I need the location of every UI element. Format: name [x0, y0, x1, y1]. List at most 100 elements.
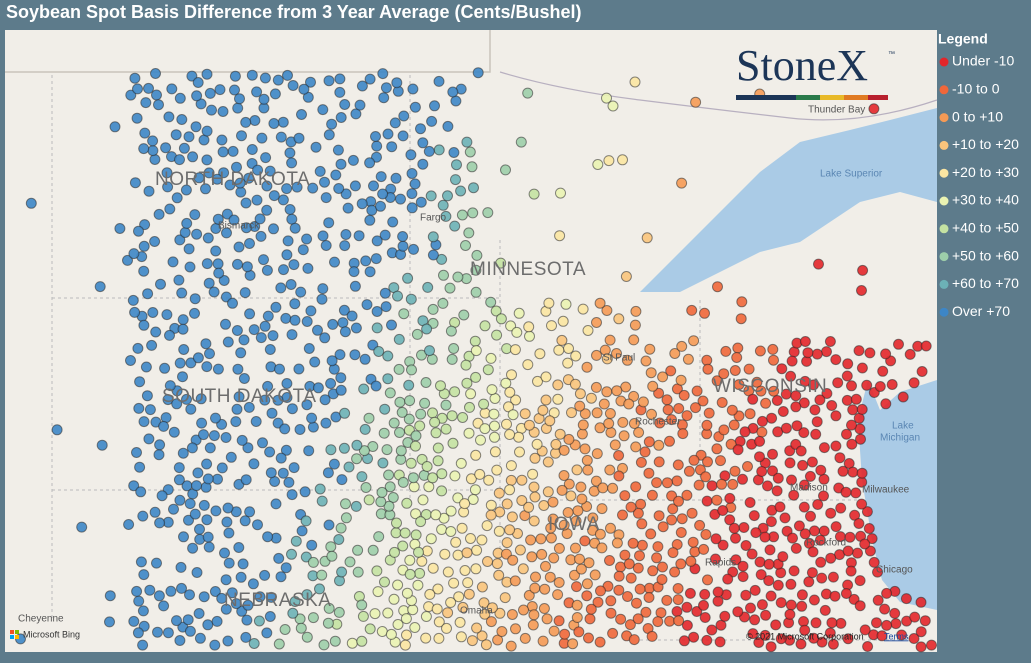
basis-point — [337, 317, 349, 329]
basis-point — [389, 117, 401, 129]
basis-point — [850, 393, 862, 405]
basis-point — [850, 487, 862, 499]
basis-point — [358, 445, 370, 457]
basis-point — [109, 121, 121, 133]
basis-point — [583, 557, 595, 569]
basis-point — [357, 610, 369, 622]
basis-point — [206, 104, 217, 116]
basis-point — [336, 566, 348, 578]
basis-point — [198, 499, 210, 511]
basis-point — [827, 638, 839, 650]
basis-point — [814, 534, 826, 546]
basis-point — [733, 379, 745, 391]
basis-point — [461, 547, 473, 559]
basis-point — [671, 606, 683, 617]
basis-point — [784, 608, 796, 620]
basis-point — [731, 352, 743, 363]
basis-point — [323, 75, 335, 87]
basis-point — [433, 616, 445, 628]
basis-point — [429, 416, 441, 428]
basis-point — [712, 595, 724, 607]
basis-point — [356, 198, 368, 210]
basis-point — [240, 197, 252, 209]
basis-point — [135, 486, 147, 498]
basis-point — [581, 578, 593, 590]
basis-point — [436, 524, 448, 535]
basis-point — [129, 177, 141, 189]
basis-point — [239, 287, 251, 299]
basis-point — [445, 597, 457, 608]
basis-point — [284, 147, 296, 159]
basis-point — [552, 589, 564, 601]
basis-point — [142, 288, 154, 300]
basis-point — [284, 204, 296, 215]
basis-point — [767, 465, 778, 477]
basis-point — [717, 505, 729, 516]
basis-point — [889, 607, 901, 619]
basis-point — [876, 630, 888, 642]
basis-point — [513, 431, 525, 443]
basis-point — [193, 608, 205, 619]
basis-point — [623, 398, 635, 410]
basis-point — [154, 439, 166, 451]
basis-point — [587, 512, 599, 524]
basis-point — [262, 531, 274, 543]
basis-point — [410, 508, 422, 520]
basis-point — [527, 468, 539, 480]
basis-point — [128, 615, 140, 627]
basis-point — [138, 319, 150, 331]
basis-point — [381, 444, 393, 456]
basis-point — [669, 348, 681, 359]
basis-point — [293, 363, 305, 375]
basis-point — [226, 587, 238, 599]
basis-point — [305, 76, 316, 88]
basis-point — [548, 625, 560, 637]
lake-label: Michigan — [880, 433, 920, 444]
basis-point — [777, 406, 789, 417]
basis-point — [807, 546, 819, 558]
basis-point — [212, 363, 224, 375]
basis-point — [861, 506, 873, 518]
basis-point — [525, 534, 537, 546]
basis-point — [371, 322, 383, 334]
basis-point — [127, 294, 139, 306]
basis-point — [613, 584, 625, 596]
basis-point — [436, 485, 448, 497]
basis-point — [248, 324, 260, 336]
basis-point — [686, 304, 698, 316]
basis-point — [611, 537, 623, 549]
basis-point — [288, 259, 300, 271]
basis-point — [824, 336, 836, 347]
basis-point — [523, 321, 535, 333]
basis-point — [847, 466, 859, 478]
basis-point — [170, 129, 182, 141]
attribution-terms[interactable]: Terms — [884, 631, 909, 641]
basis-point — [369, 608, 381, 620]
basis-point — [349, 180, 361, 192]
legend-swatch — [939, 113, 949, 123]
basis-point — [577, 419, 589, 431]
basis-point — [202, 473, 214, 485]
basis-point — [691, 606, 703, 617]
basis-point — [592, 159, 604, 170]
basis-point — [750, 527, 762, 539]
basis-point — [501, 418, 512, 430]
basis-point — [389, 546, 400, 558]
basis-point — [360, 255, 372, 267]
basis-point — [222, 502, 234, 514]
basis-point — [581, 454, 593, 466]
basis-point — [485, 616, 497, 628]
basis-point — [693, 479, 705, 491]
basis-point — [287, 80, 299, 91]
basis-point — [191, 480, 202, 492]
basis-point — [494, 607, 506, 619]
basis-point — [246, 69, 258, 81]
basis-point — [218, 167, 230, 179]
basis-point — [411, 328, 423, 340]
basis-point — [804, 470, 816, 482]
basis-point — [469, 484, 481, 496]
attribution-provider: Microsoft Bing — [23, 629, 80, 639]
basis-point — [173, 462, 185, 474]
basis-point — [625, 501, 637, 513]
basis-point — [236, 434, 248, 446]
